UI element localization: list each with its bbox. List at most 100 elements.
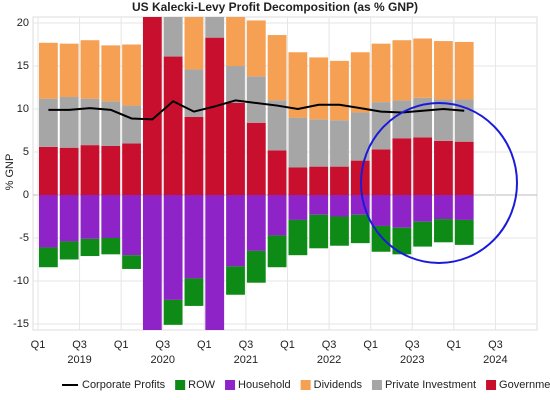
x-tick-label: Q1 bbox=[280, 339, 295, 351]
legend-label: Corporate Profits bbox=[82, 379, 166, 391]
bar-segment bbox=[267, 35, 287, 101]
bar-segment bbox=[392, 100, 412, 139]
bar-segment bbox=[434, 41, 453, 100]
bar-segment bbox=[163, 299, 183, 325]
x-year-label: 2024 bbox=[483, 354, 507, 366]
bar-segment bbox=[205, 37, 225, 195]
bar-segment bbox=[38, 146, 58, 195]
legend-label: Dividends bbox=[314, 379, 363, 391]
bar-segment bbox=[246, 250, 266, 283]
legend-swatch bbox=[300, 380, 311, 390]
x-tick-label: Q1 bbox=[446, 339, 461, 351]
x-year-label: 2021 bbox=[234, 354, 258, 366]
bar-segment bbox=[413, 137, 433, 195]
bar-segment bbox=[288, 219, 308, 256]
bar-segment bbox=[454, 194, 474, 220]
bar-segment bbox=[392, 40, 412, 101]
bar-segment bbox=[38, 247, 58, 268]
x-tick-label: Q3 bbox=[488, 339, 503, 351]
x-tick-label: Q3 bbox=[405, 339, 420, 351]
bar-segment bbox=[392, 227, 412, 255]
bar-segment bbox=[288, 117, 308, 168]
bar-segment bbox=[309, 214, 329, 249]
x-year-label: 2020 bbox=[151, 354, 175, 366]
bar-segment bbox=[309, 57, 329, 120]
bar-segment bbox=[246, 76, 266, 123]
bar-segment bbox=[59, 96, 79, 148]
bar-segment bbox=[454, 41, 474, 100]
bar-segment bbox=[184, 278, 204, 306]
bar-segment bbox=[101, 145, 121, 195]
bar-segment bbox=[38, 98, 58, 147]
bar-segment bbox=[267, 100, 287, 151]
bar-segment bbox=[80, 145, 100, 195]
bar-segment bbox=[59, 241, 79, 260]
bar-segment bbox=[288, 167, 308, 195]
bar-segment bbox=[226, 66, 245, 103]
bar-segment bbox=[184, 69, 204, 117]
x-year-label: 2019 bbox=[67, 354, 91, 366]
x-year-label: 2022 bbox=[317, 354, 341, 366]
bar-segment bbox=[309, 194, 329, 215]
x-tick-label: Q3 bbox=[72, 339, 87, 351]
bar-segment bbox=[350, 214, 370, 244]
bar-segment bbox=[38, 42, 58, 99]
bar-segment bbox=[309, 119, 329, 167]
bar-segment bbox=[288, 52, 308, 118]
legend-swatch bbox=[175, 380, 186, 390]
legend-label: Government bbox=[499, 379, 550, 391]
line-series bbox=[48, 99, 465, 121]
bar-segment bbox=[371, 102, 391, 150]
bar-segment bbox=[330, 120, 349, 167]
y-tick-label: 0 bbox=[23, 189, 29, 201]
x-tick-label: Q1 bbox=[114, 339, 129, 351]
legend-swatch bbox=[371, 380, 382, 390]
bar-segment bbox=[122, 255, 141, 269]
bar-segment bbox=[184, 116, 204, 195]
overlay bbox=[48, 99, 465, 121]
bar-segment bbox=[101, 237, 121, 255]
bar-segment bbox=[454, 141, 474, 195]
y-tick-label: 15 bbox=[17, 60, 29, 72]
x-tick-label: Q1 bbox=[363, 339, 378, 351]
chart-title: US Kalecki-Levy Profit Decomposition (as… bbox=[132, 0, 418, 14]
bar-segment bbox=[413, 97, 433, 138]
y-tick-label: -5 bbox=[19, 232, 29, 244]
bar-segment bbox=[330, 60, 349, 121]
legend-swatch bbox=[225, 380, 236, 390]
bar-segment bbox=[371, 43, 391, 103]
y-tick-label: -10 bbox=[13, 275, 29, 287]
bar-segment bbox=[226, 266, 245, 295]
bar-segment bbox=[413, 38, 433, 98]
bar-segment bbox=[392, 194, 412, 228]
bar-segment bbox=[330, 166, 349, 195]
bar-segment bbox=[163, 56, 183, 195]
plot-area bbox=[32, 16, 538, 331]
bar-segment bbox=[267, 235, 287, 268]
bar-segment bbox=[413, 194, 433, 222]
bar-segment bbox=[371, 194, 391, 226]
bar-segment bbox=[59, 43, 79, 97]
bar-segment bbox=[205, 17, 225, 38]
bar-segment bbox=[142, 17, 162, 195]
y-tick-label: 5 bbox=[23, 146, 29, 158]
bar-segment bbox=[434, 219, 453, 243]
bar-segment bbox=[59, 147, 79, 195]
bar-segment bbox=[205, 194, 225, 330]
bar-segment bbox=[163, 17, 183, 57]
bars bbox=[38, 17, 474, 330]
bar-segment bbox=[38, 194, 58, 248]
bar-segment bbox=[434, 194, 453, 220]
bar-segment bbox=[122, 44, 141, 106]
bar-segment bbox=[350, 52, 370, 113]
bar-segment bbox=[226, 17, 245, 67]
bar-segment bbox=[101, 45, 121, 102]
bar-segment bbox=[246, 20, 266, 77]
bar-segment bbox=[122, 194, 141, 256]
legend-label: ROW bbox=[188, 379, 216, 391]
bar-segment bbox=[392, 138, 412, 195]
bar-segment bbox=[226, 102, 245, 195]
legend-label: Private Investment bbox=[385, 379, 476, 391]
x-tick-label: Q1 bbox=[31, 339, 46, 351]
